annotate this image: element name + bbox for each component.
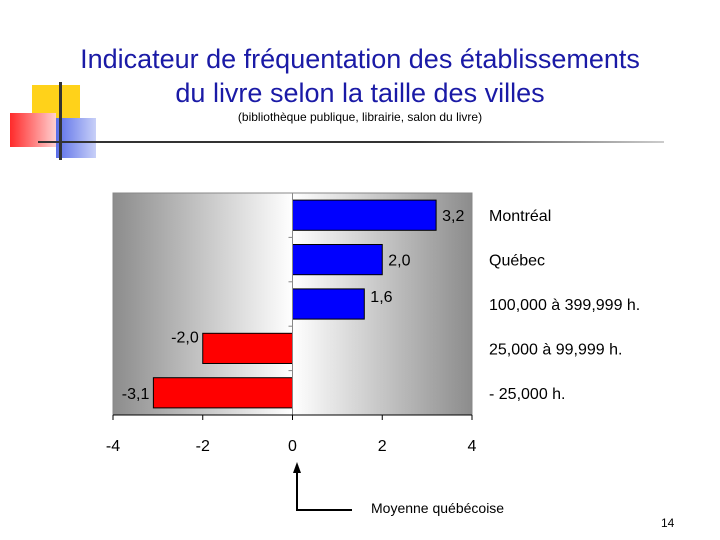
footnote-average: Moyenne québécoise xyxy=(371,500,505,516)
slide-subtitle: (bibliothèque publique, librairie, salon… xyxy=(237,110,483,124)
decor-vertical-line xyxy=(59,82,62,160)
category-label-2: 100,000 à 399,999 h. xyxy=(489,297,640,314)
bar-3 xyxy=(202,332,293,364)
bar-4 xyxy=(152,377,293,409)
data-label-2: 1,6 xyxy=(370,289,392,306)
slide-title-line2: du livre selon la taille des villes xyxy=(175,78,545,108)
data-label-1: 2,0 xyxy=(388,253,410,270)
category-label-3: 25,000 à 99,999 h. xyxy=(489,341,622,358)
decor-blue-square xyxy=(56,118,96,158)
decor-horizontal-line xyxy=(38,141,664,143)
x-tick-label-0: -4 xyxy=(106,438,120,455)
data-label-0: 3,2 xyxy=(442,208,464,225)
slide-title-line1: Indicateur de fréquentation des établiss… xyxy=(80,44,640,74)
category-label-0: Montréal xyxy=(489,208,551,225)
bar-1 xyxy=(292,244,383,276)
slide-title: Indicateur de fréquentation des établiss… xyxy=(30,42,690,110)
page-number: 14 xyxy=(661,516,675,530)
bar-0 xyxy=(292,199,437,231)
data-label-3: -2,0 xyxy=(171,329,199,346)
x-tick-label-2: 0 xyxy=(288,438,297,455)
x-tick-label-4: 4 xyxy=(468,438,477,455)
data-label-4: -3,1 xyxy=(122,386,150,403)
x-tick-label-1: -2 xyxy=(196,438,210,455)
category-label-4: - 25,000 h. xyxy=(489,386,566,403)
category-label-1: Québec xyxy=(489,253,545,270)
x-tick-label-3: 2 xyxy=(378,438,387,455)
bar-2 xyxy=(292,288,365,320)
average-arrow-head xyxy=(293,462,301,473)
average-arrow xyxy=(296,470,352,511)
